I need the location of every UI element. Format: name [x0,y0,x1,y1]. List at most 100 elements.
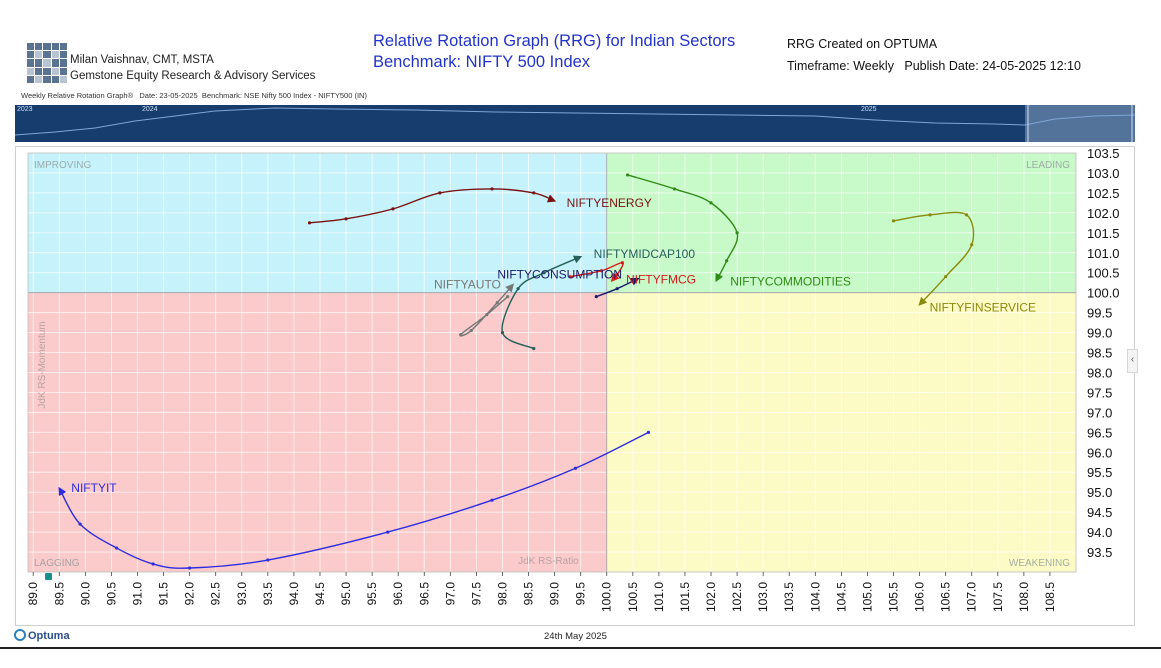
y-tick-label: 100.0 [1087,286,1120,301]
x-tick-label: 96.5 [417,582,431,606]
y-tick-label: 98.0 [1087,365,1112,380]
author-logo [27,43,67,83]
y-tick-label: 99.0 [1087,326,1112,341]
series-point [646,430,651,434]
series-point [573,466,578,470]
chart-title: Relative Rotation Graph (RRG) for Indian… [373,32,736,50]
series-tail-niftyfinservice [893,211,975,306]
series-label: NIFTYCOMMODITIES [730,275,851,289]
chart-subtitle: Benchmark: NIFTY 500 Index [373,53,591,71]
series-point [944,275,948,279]
series-point [532,346,536,351]
quadrant-label: WEAKENING [1009,558,1070,569]
series-point [506,295,510,299]
series-label: NIFTYFINSERVICE [930,301,1036,315]
x-tick-label: 98.5 [522,582,536,606]
series-point [266,558,270,562]
x-tick-label: 107.5 [991,582,1005,612]
footer-date: 24th May 2025 [544,631,607,642]
x-scroll-handle[interactable] [45,573,52,580]
series-point [516,287,520,291]
x-tick-label: 106.5 [939,582,953,612]
x-tick-label: 91.5 [157,582,171,606]
x-tick-label: 105.0 [860,582,874,612]
series-point [615,273,619,277]
quadrant-improving [28,153,607,293]
series-tail-niftyauto [459,283,514,337]
quadrant-label: LAGGING [34,558,80,569]
series-tail-niftycommodities [627,174,739,283]
timeline-year: 2025 [861,106,877,113]
x-tick-label: 92.5 [209,582,223,606]
x-tick-label: 108.0 [1017,582,1031,612]
x-tick-label: 101.5 [678,582,692,612]
series-point [151,562,155,566]
x-tick-label: 90.5 [104,582,118,606]
x-tick-label: 90.0 [78,582,92,606]
x-tick-label: 92.0 [183,582,197,606]
series-point [928,213,932,217]
series-label: NIFTYIT [71,481,117,495]
timeline-navigator[interactable]: 2023 2024 2025 [15,105,1135,142]
timeframe-publish: Timeframe: Weekly Publish Date: 24-05-20… [787,59,1081,73]
series-point [438,191,442,195]
grid-layer [27,152,1077,573]
x-tick-label: 94.0 [287,582,301,606]
y-tick-label: 103.0 [1087,166,1120,181]
series-point [490,498,494,502]
series-point [386,530,390,534]
timeline-selection[interactable] [1025,105,1135,142]
x-tick-label: 95.0 [339,582,353,606]
y-tick-label: 101.0 [1087,246,1120,261]
x-tick-label: 93.5 [261,582,275,606]
y-tick-label: 94.0 [1087,525,1112,540]
series-point [735,231,739,235]
timeline-benchmark-line [15,105,1135,142]
timeline-year: 2024 [142,106,158,113]
x-tick-label: 108.5 [1043,582,1057,612]
series-point [626,173,630,177]
axis-layer: 89.0 89.5 90.0 90.5 91.0 91.5 92.0 92.5 93.0 93.5… [26,146,1119,612]
chart-meta-block: RRG Created on OPTUMA Timeframe: Weekly … [787,33,1081,77]
y-tick-label: 94.5 [1087,505,1112,520]
series-point [459,332,463,337]
series-label: NIFTYFMCG [626,273,696,287]
x-tick-label: 99.0 [548,582,562,606]
quadrant-label: IMPROVING [34,160,91,171]
label-layer: NIFTYENERGY NIFTYCOMMODITIES NIFTYFINSERVI… [71,196,1036,495]
chart-frame [15,146,1135,626]
series-point [599,269,604,273]
x-tick-label: 100.0 [600,582,614,612]
created-on: RRG Created on OPTUMA [787,37,938,51]
x-tick-label: 98.0 [495,582,509,606]
y-tick-label: 96.5 [1087,425,1112,440]
x-tick-label: 106.0 [913,582,927,612]
y-tick-label: 95.0 [1087,485,1112,500]
x-tick-label: 107.0 [965,582,979,612]
x-axis-title: JdK RS-Ratio [518,556,579,567]
y-tick-label: 97.0 [1087,405,1112,420]
y-tick-label: 101.5 [1087,226,1120,241]
series-point [307,221,312,225]
series-point [115,546,119,550]
x-tick-label: 102.0 [704,582,718,612]
side-panel-toggle[interactable]: ‹ [1127,349,1138,373]
series-layer [58,173,975,570]
x-tick-label: 103.5 [782,582,796,612]
author-name: Milan Vaishnav, CMT, MSTA [70,54,214,66]
x-tick-label: 97.0 [443,582,457,606]
y-tick-label: 100.5 [1087,266,1120,281]
series-point [495,301,499,305]
series-point [594,295,598,299]
series-point [725,259,729,263]
series-point [542,271,546,275]
series-point [490,187,494,191]
y-tick-label: 102.5 [1087,186,1120,201]
x-tick-label: 102.5 [730,582,744,612]
series-point [964,213,969,217]
x-tick-label: 91.0 [130,582,144,606]
x-tick-label: 94.5 [313,582,327,606]
rrg-chart[interactable]: 89.0 89.5 90.0 90.5 91.0 91.5 92.0 92.5 93.0 93.5… [0,0,1161,640]
series-point [391,207,395,211]
chart-subheader: Weekly Relative Rotation Graph® Date: 23… [21,91,367,100]
